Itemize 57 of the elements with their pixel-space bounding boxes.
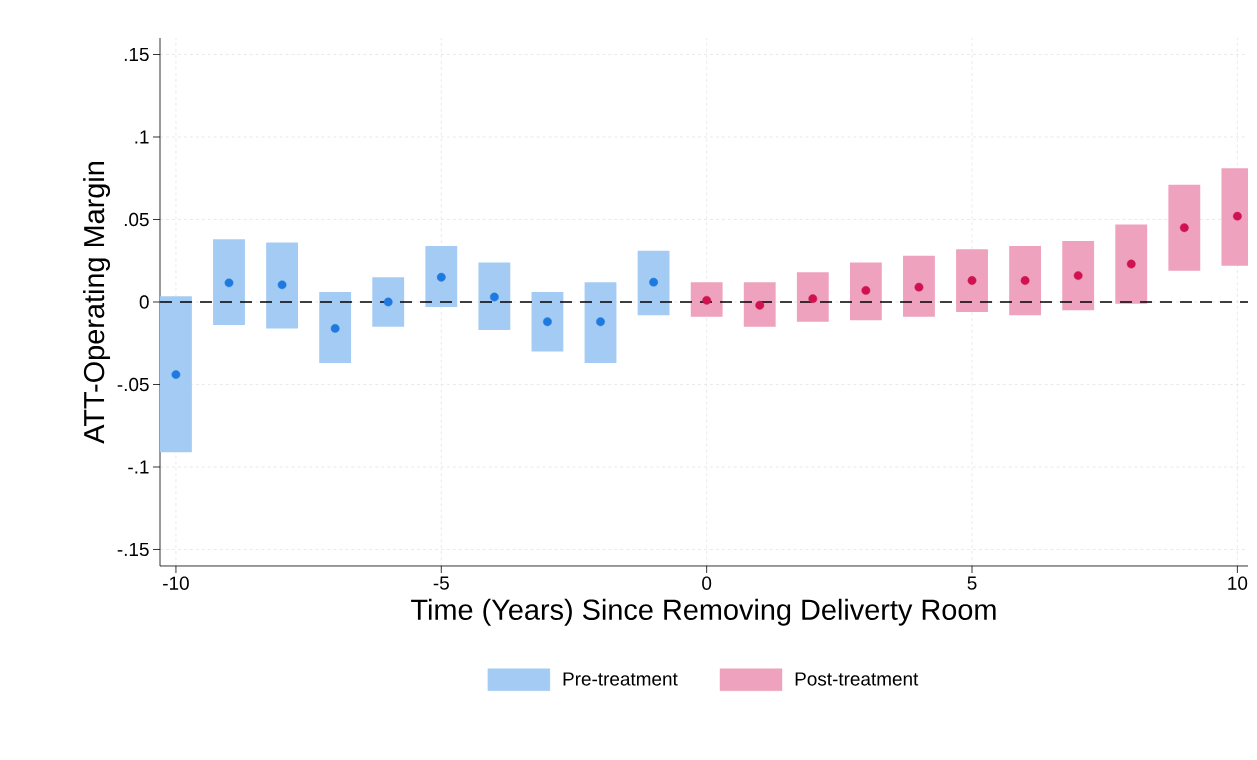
- y-tick-label: 0: [139, 295, 149, 309]
- bar: [160, 296, 192, 453]
- x-tick-label: 5: [967, 576, 977, 590]
- y-axis-title: ATT-Operating Margin: [83, 162, 111, 444]
- y-tick-label: -.15: [117, 542, 149, 557]
- point: [224, 278, 234, 288]
- point: [1020, 276, 1030, 285]
- bar: [1115, 224, 1148, 304]
- bar: [849, 262, 882, 321]
- point: [967, 276, 977, 285]
- bar: [372, 277, 405, 327]
- point: [1233, 211, 1242, 221]
- bar: [478, 262, 511, 331]
- x-tick-label: -5: [433, 576, 449, 590]
- bar: [213, 239, 245, 326]
- bar: [1009, 245, 1042, 316]
- y-tick-label: .15: [124, 47, 149, 62]
- x-axis-title: Time (Years) Since Removing Deliverty Room: [411, 598, 996, 626]
- bar: [266, 242, 298, 329]
- point: [277, 280, 287, 290]
- bar: [584, 282, 617, 364]
- point: [755, 300, 765, 310]
- bar: [531, 292, 564, 352]
- point: [171, 370, 181, 379]
- point: [383, 297, 393, 307]
- x-tick-label: 10: [1228, 576, 1248, 590]
- legend-label: Post-treatment: [795, 672, 919, 686]
- y-tick-label: .05: [124, 212, 149, 227]
- bar: [425, 245, 458, 307]
- bar: [1062, 240, 1095, 311]
- x-tick-label: 0: [702, 576, 712, 590]
- legend-label: Pre-treatment: [563, 672, 678, 686]
- bar: [796, 272, 829, 322]
- bar: [743, 282, 776, 327]
- point: [436, 272, 446, 282]
- x-tick-label: -10: [163, 576, 189, 590]
- point: [489, 292, 499, 302]
- y-tick-label: -.1: [128, 460, 149, 474]
- y-tick-label: .1: [135, 130, 149, 144]
- bar: [690, 282, 723, 317]
- bar: [319, 292, 352, 364]
- y-tick-label: -.05: [117, 377, 149, 392]
- point: [1179, 223, 1189, 233]
- point: [1126, 259, 1136, 269]
- bar: [637, 250, 670, 316]
- point: [596, 317, 605, 327]
- point: [543, 317, 552, 327]
- point: [1073, 271, 1083, 280]
- point: [649, 277, 658, 287]
- point: [861, 286, 871, 295]
- bar: [1168, 184, 1201, 271]
- point: [808, 294, 818, 304]
- point: [702, 295, 712, 305]
- point: [330, 324, 340, 333]
- bar: [956, 249, 988, 312]
- bar: [903, 255, 935, 317]
- point: [914, 282, 924, 292]
